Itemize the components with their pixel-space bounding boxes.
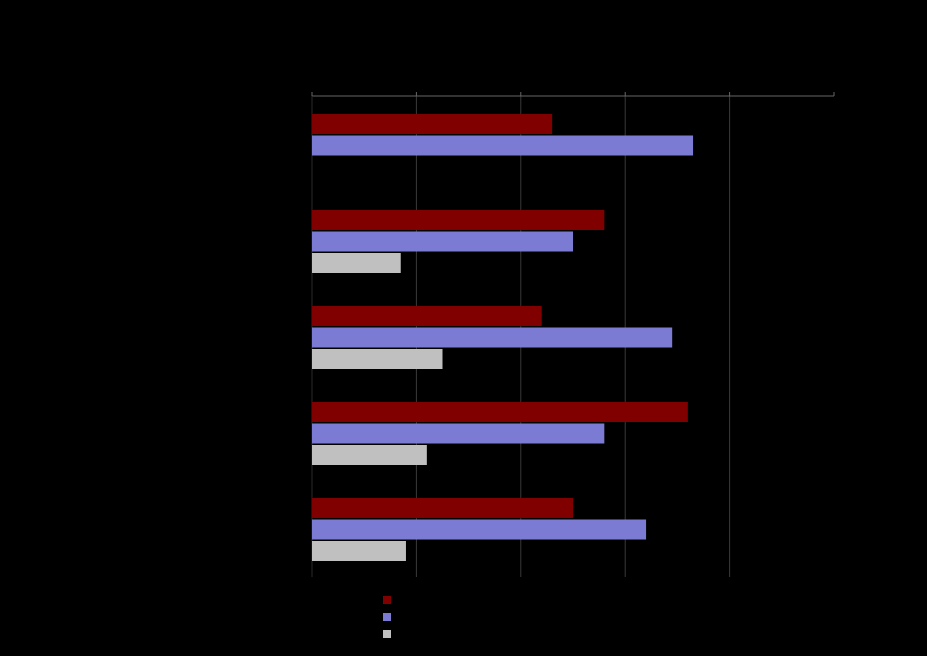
bar-group3-series1 bbox=[312, 306, 542, 326]
legend-swatch-series-1 bbox=[383, 595, 391, 604]
legend-swatch-series-2 bbox=[383, 612, 391, 621]
bar-group5-series2 bbox=[312, 519, 647, 540]
legend-item-series-3 bbox=[383, 625, 397, 642]
bar-group2-series3 bbox=[312, 253, 401, 273]
bar-group4-series1 bbox=[312, 402, 688, 422]
bar-group3-series3 bbox=[312, 349, 443, 369]
bar-group5-series1 bbox=[312, 498, 573, 518]
legend-item-series-2 bbox=[383, 608, 397, 625]
legend-swatch-series-3 bbox=[383, 629, 391, 638]
legend-item-series-1 bbox=[383, 591, 397, 608]
bars bbox=[312, 114, 694, 561]
bar-group2-series1 bbox=[312, 210, 605, 230]
bar-group1-series1 bbox=[312, 114, 553, 134]
bar-group3-series2 bbox=[312, 327, 673, 348]
bar-group2-series2 bbox=[312, 231, 573, 252]
legend bbox=[383, 591, 397, 642]
bar-group5-series3 bbox=[312, 541, 406, 561]
bar-group1-series2 bbox=[312, 135, 694, 156]
bar-group4-series3 bbox=[312, 445, 427, 465]
bar-group4-series2 bbox=[312, 423, 605, 444]
